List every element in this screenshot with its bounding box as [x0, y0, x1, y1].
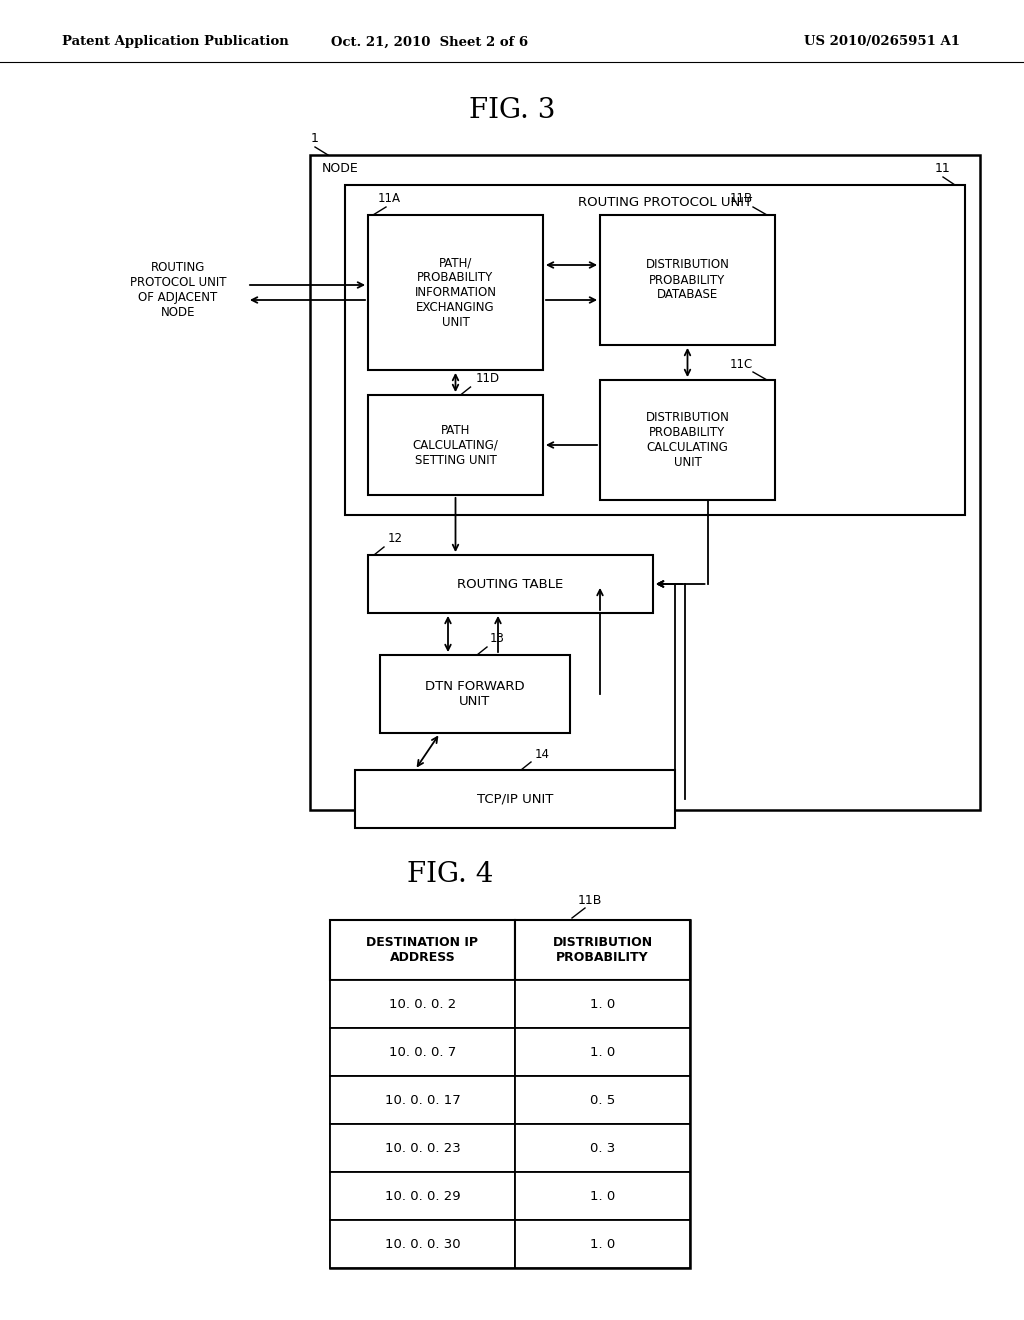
Bar — [330, 1076, 515, 1125]
Text: PATH/
PROBABILITY
INFORMATION
EXCHANGING
UNIT: PATH/ PROBABILITY INFORMATION EXCHANGING… — [415, 256, 497, 329]
Bar — [515, 1220, 690, 1269]
Bar — [330, 1172, 515, 1220]
Text: DISTRIBUTION
PROBABILITY
DATABASE: DISTRIBUTION PROBABILITY DATABASE — [645, 259, 729, 301]
Text: 10. 0. 0. 29: 10. 0. 0. 29 — [385, 1189, 461, 1203]
Bar — [310, 154, 980, 810]
Text: 11B: 11B — [730, 193, 753, 206]
Bar — [330, 1220, 515, 1269]
Text: 11B: 11B — [578, 894, 602, 907]
Text: 0. 5: 0. 5 — [590, 1093, 615, 1106]
Bar — [368, 395, 543, 495]
Text: 1. 0: 1. 0 — [590, 998, 615, 1011]
Bar — [330, 1125, 515, 1172]
Bar — [515, 1172, 690, 1220]
Text: 0. 3: 0. 3 — [590, 1142, 615, 1155]
Bar — [515, 979, 690, 1028]
Text: 11A: 11A — [378, 193, 401, 206]
Bar — [330, 979, 515, 1028]
Bar — [368, 215, 543, 370]
Text: 11D: 11D — [475, 372, 500, 385]
Bar — [600, 380, 775, 500]
Text: 13: 13 — [490, 632, 505, 645]
Text: Patent Application Publication: Patent Application Publication — [62, 36, 289, 49]
Text: 1. 0: 1. 0 — [590, 1045, 615, 1059]
Text: DISTRIBUTION
PROBABILITY
CALCULATING
UNIT: DISTRIBUTION PROBABILITY CALCULATING UNI… — [645, 411, 729, 469]
Bar — [330, 920, 515, 979]
Bar — [515, 1125, 690, 1172]
Text: 10. 0. 0. 30: 10. 0. 0. 30 — [385, 1238, 461, 1250]
Bar — [355, 770, 675, 828]
Text: ROUTING PROTOCOL UNIT: ROUTING PROTOCOL UNIT — [578, 195, 752, 209]
Text: DESTINATION IP
ADDRESS: DESTINATION IP ADDRESS — [367, 936, 478, 964]
Text: ROUTING
PROTOCOL UNIT
OF ADJACENT
NODE: ROUTING PROTOCOL UNIT OF ADJACENT NODE — [130, 261, 226, 319]
Bar — [345, 185, 965, 515]
Text: NODE: NODE — [322, 162, 358, 176]
Text: 10. 0. 0. 7: 10. 0. 0. 7 — [389, 1045, 456, 1059]
Bar — [330, 1028, 515, 1076]
Text: 11: 11 — [935, 161, 951, 174]
Bar — [330, 920, 690, 1269]
Bar — [380, 655, 570, 733]
Text: 14: 14 — [535, 747, 550, 760]
Text: FIG. 3: FIG. 3 — [469, 96, 555, 124]
Bar — [368, 554, 653, 612]
Text: 11C: 11C — [730, 358, 753, 371]
Text: 12: 12 — [388, 532, 403, 545]
Text: US 2010/0265951 A1: US 2010/0265951 A1 — [804, 36, 961, 49]
Text: 1. 0: 1. 0 — [590, 1189, 615, 1203]
Bar — [600, 215, 775, 345]
Text: FIG. 4: FIG. 4 — [407, 862, 494, 888]
Text: ROUTING TABLE: ROUTING TABLE — [458, 578, 563, 590]
Bar — [515, 1076, 690, 1125]
Bar — [515, 1028, 690, 1076]
Text: 10. 0. 0. 17: 10. 0. 0. 17 — [385, 1093, 461, 1106]
Bar — [515, 920, 690, 979]
Text: Oct. 21, 2010  Sheet 2 of 6: Oct. 21, 2010 Sheet 2 of 6 — [332, 36, 528, 49]
Text: TCP/IP UNIT: TCP/IP UNIT — [477, 792, 553, 805]
Text: 10. 0. 0. 2: 10. 0. 0. 2 — [389, 998, 456, 1011]
Text: DISTRIBUTION
PROBABILITY: DISTRIBUTION PROBABILITY — [552, 936, 652, 964]
Text: DTN FORWARD
UNIT: DTN FORWARD UNIT — [425, 680, 525, 708]
Text: 1: 1 — [311, 132, 318, 145]
Text: PATH
CALCULATING/
SETTING UNIT: PATH CALCULATING/ SETTING UNIT — [413, 424, 499, 466]
Text: 10. 0. 0. 23: 10. 0. 0. 23 — [385, 1142, 461, 1155]
Text: 1. 0: 1. 0 — [590, 1238, 615, 1250]
